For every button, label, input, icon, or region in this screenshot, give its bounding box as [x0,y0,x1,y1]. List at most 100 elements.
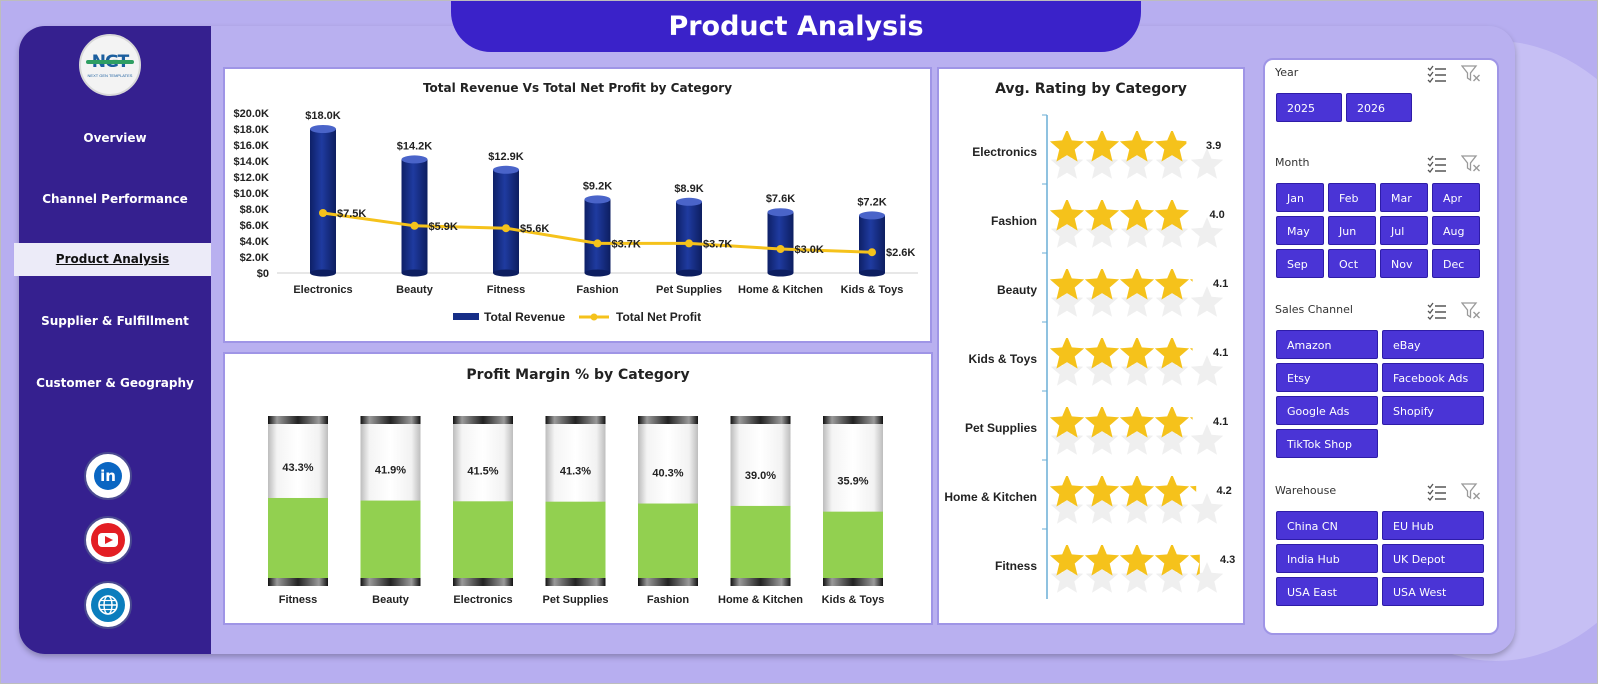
rating-star-filled [1084,476,1120,507]
net-profit-data-label: $5.9K [429,221,458,233]
rating-star-empty [1155,217,1189,248]
x-tick-label: Fashion [647,594,689,606]
margin-tube-top [360,416,421,424]
filter-chip-sales-channel[interactable]: Google Ads [1276,396,1378,425]
multi-select-icon[interactable] [1427,302,1447,320]
filter-chip-year[interactable]: 2026 [1346,93,1412,122]
x-tick-label: Pet Supplies [542,594,608,606]
net-profit-point [685,239,693,248]
filter-chip-year[interactable]: 2025 [1276,93,1342,122]
margin-data-label: 43.3% [282,462,313,474]
multi-select-icon[interactable] [1427,483,1447,501]
filter-chip-warehouse[interactable]: India Hub [1276,544,1378,573]
x-tick-label: Fitness [487,284,526,296]
revenue-bar-base [676,269,702,277]
filter-chip-month[interactable]: Apr [1432,183,1480,212]
filter-chip-month[interactable]: Aug [1432,216,1480,245]
filter-chip-month[interactable]: Oct [1328,249,1376,278]
rating-data-label: 4.1 [1213,347,1228,359]
filter-chip-warehouse[interactable]: EU Hub [1382,511,1484,540]
rating-star-empty [1085,562,1119,593]
nav-item-supplier-fulfillment[interactable]: Supplier & Fulfillment [41,314,189,328]
margin-tube-bottom [823,578,883,586]
rating-star-empty [1050,286,1084,317]
clear-filter-icon[interactable] [1460,65,1481,83]
filter-chip-warehouse[interactable]: USA West [1382,577,1484,606]
revenue-bar-cap [859,211,885,220]
margin-fill-bar [823,511,883,578]
website-button[interactable] [84,581,132,629]
net-profit-point [776,245,785,253]
filter-chip-month[interactable]: Jun [1328,216,1376,245]
clear-filter-icon[interactable] [1460,483,1481,501]
rating-star-filled [1049,200,1085,231]
rating-star-empty [1050,424,1084,455]
clear-filter-icon[interactable] [1460,302,1481,320]
rating-star-empty [1050,217,1084,248]
filter-chip-sales-channel[interactable]: TikTok Shop [1276,429,1378,458]
filter-chip-month[interactable]: Mar [1380,183,1428,212]
filter-chip-month[interactable]: Feb [1328,183,1376,212]
filter-chip-month[interactable]: Jul [1380,216,1428,245]
y-tick-label: Home & Kitchen [944,490,1037,504]
filter-chip-month[interactable]: Nov [1380,249,1428,278]
filter-chip-sales-channel[interactable]: eBay [1382,330,1484,359]
rating-star-filled [1049,476,1085,507]
filter-chip-month[interactable]: Jan [1276,183,1324,212]
multi-select-icon[interactable] [1427,65,1447,83]
revenue-bar-base [401,269,428,277]
clear-filter-icon[interactable] [1460,155,1481,173]
filter-chip-warehouse[interactable]: UK Depot [1382,544,1484,573]
margin-tube-top [638,416,698,424]
filter-chip-month[interactable]: May [1276,216,1324,245]
nav-item-overview[interactable]: Overview [83,131,147,145]
rating-star-empty [1085,424,1119,455]
multi-select-icon[interactable] [1427,155,1447,173]
rating-star-filled [1084,269,1120,300]
rating-star-filled [1084,200,1120,231]
rating-star-empty [1190,217,1224,248]
linkedin-button[interactable]: in [84,452,132,500]
net-profit-data-label: $3.0K [795,244,824,256]
x-tick-label: Fashion [576,284,618,296]
rating-star-filled [1119,269,1155,300]
logo-tagline: NEXT GEN TEMPLATES [87,73,133,78]
margin-data-label: 40.3% [652,468,683,480]
rating-star-empty [1155,562,1189,593]
margin-fill-bar [453,501,513,578]
filter-chip-warehouse[interactable]: USA East [1276,577,1378,606]
filter-chip-month[interactable]: Sep [1276,249,1324,278]
x-tick-label: Home & Kitchen [738,284,823,296]
filter-chip-month[interactable]: Dec [1432,249,1480,278]
rating-star-empty [1155,493,1189,524]
y-tick-label: Fashion [991,214,1037,228]
filter-chip-sales-channel[interactable]: Amazon [1276,330,1378,359]
rating-star-filled [1049,545,1085,576]
filter-chip-sales-channel[interactable]: Etsy [1276,363,1378,392]
revenue-data-label: $7.2K [857,196,886,208]
legend-profit-label: Total Net Profit [616,310,701,324]
filter-chip-sales-channel[interactable]: Shopify [1382,396,1484,425]
company-logo[interactable]: NGT NEXT GEN TEMPLATES [79,34,141,96]
filter-chip-warehouse[interactable]: China CN [1276,511,1378,540]
rating-star-filled [1154,338,1190,369]
net-profit-data-label: $3.7K [612,238,641,250]
rating-star-filled [1189,417,1193,420]
filter-chip-sales-channel[interactable]: Facebook Ads [1382,363,1484,392]
nav-item-channel-performance[interactable]: Channel Performance [42,192,188,206]
nav-item-customer-geography[interactable]: Customer & Geography [36,376,194,390]
rating-star-empty [1190,355,1224,386]
y-tick-label: $6.0K [240,220,269,232]
net-profit-point [319,209,327,217]
margin-chart-title: Profit Margin % by Category [466,367,690,383]
rating-star-filled [1154,545,1190,576]
rating-star-empty [1120,424,1154,455]
rating-star-empty [1190,562,1224,593]
nav-item-product-analysis[interactable]: Product Analysis [14,243,211,276]
rating-data-label: 4.0 [1210,209,1225,221]
rating-star-empty [1085,286,1119,317]
rating-star-empty [1085,217,1119,248]
rating-star-empty [1155,424,1189,455]
revenue-data-label: $12.9K [488,151,524,163]
youtube-button[interactable] [84,516,132,564]
